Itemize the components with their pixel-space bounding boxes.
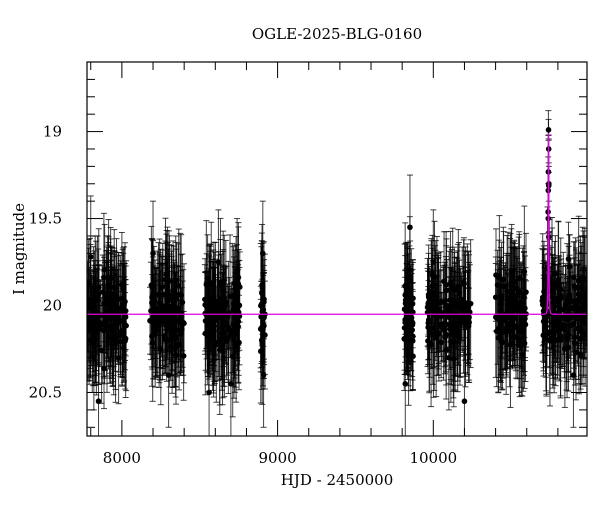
model-curve xyxy=(87,133,587,315)
y-axis-ticks xyxy=(87,61,587,428)
y-tick-label: 20.5 xyxy=(29,384,62,402)
y-axis-tick-labels: 19 19.5 20 20.5 xyxy=(29,123,62,402)
y-axis-label: I magnitude xyxy=(10,203,28,295)
x-tick-label: 10000 xyxy=(409,449,457,467)
x-axis-tick-labels: 8000 9000 10000 xyxy=(103,449,457,467)
y-tick-label: 19.5 xyxy=(29,210,62,228)
x-axis-label: HJD - 2450000 xyxy=(281,471,394,489)
x-axis-ticks xyxy=(90,62,559,436)
plot-area xyxy=(87,110,587,436)
x-tick-label: 8000 xyxy=(103,449,141,467)
y-tick-label: 20 xyxy=(43,297,62,315)
data-points xyxy=(87,127,587,405)
plot-frame xyxy=(86,61,588,437)
x-tick-label: 9000 xyxy=(259,449,297,467)
y-tick-label: 19 xyxy=(43,123,62,141)
chart-title: OGLE-2025-BLG-0160 xyxy=(252,25,422,43)
